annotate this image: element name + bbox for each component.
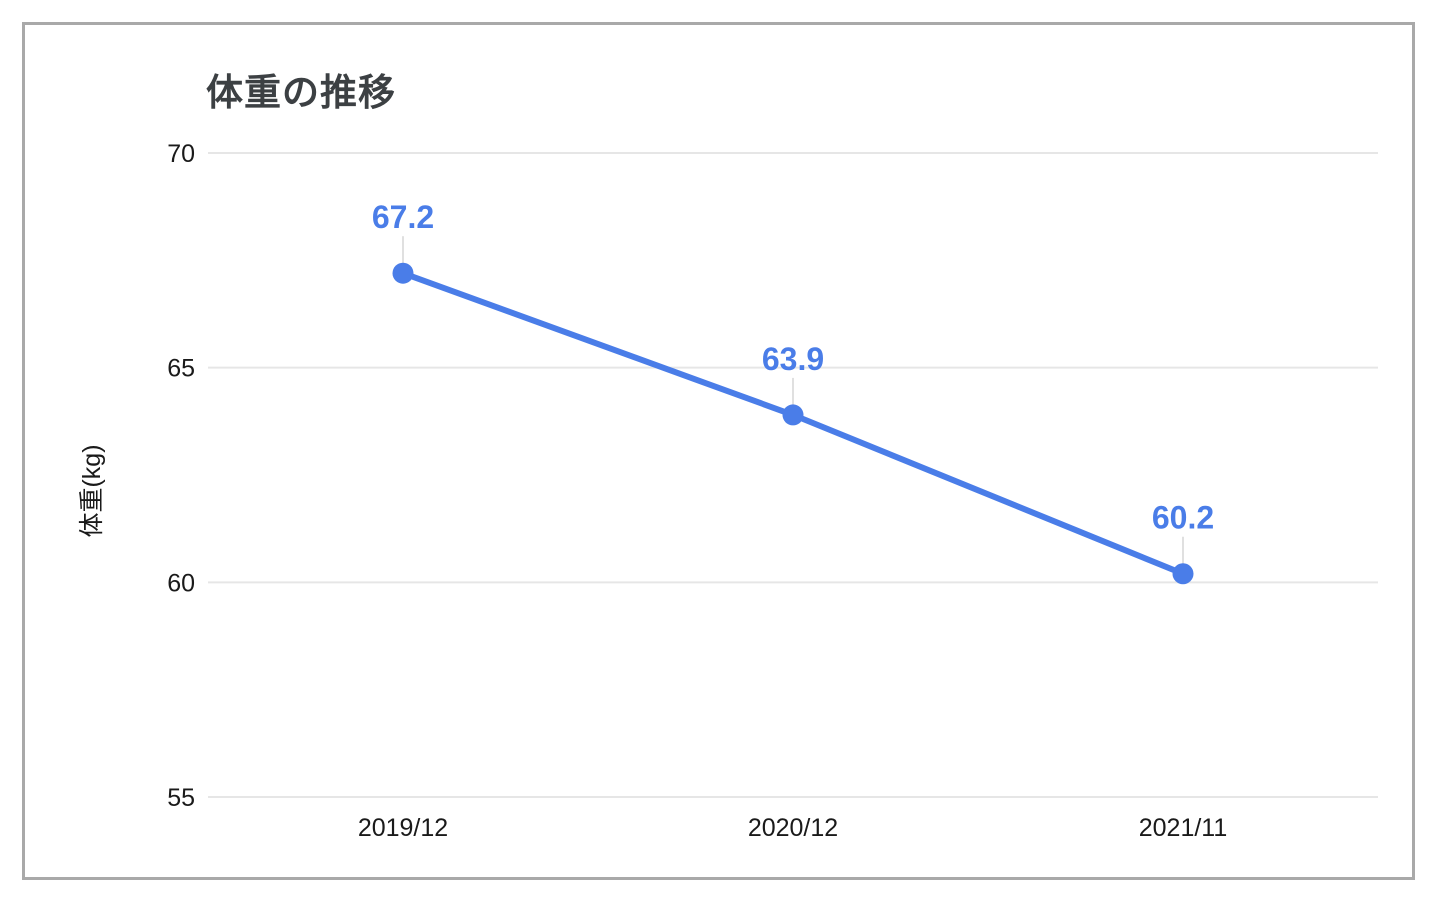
y-tick-label: 60 <box>167 569 195 597</box>
data-label: 60.2 <box>1152 500 1214 536</box>
data-point[interactable] <box>1172 563 1194 585</box>
x-tick-label: 2021/11 <box>1139 814 1228 842</box>
line-chart: 70 65 60 55 2019/12 2020/12 2021/11 67.2 63.9 60.… <box>167 140 1378 842</box>
y-tick-label: 70 <box>167 140 195 168</box>
y-tick-label: 55 <box>167 784 195 812</box>
data-point[interactable] <box>392 262 414 284</box>
data-label: 67.2 <box>372 199 434 235</box>
chart-frame: 体重の推移 体重(kg) 70 65 60 55 2019/12 2020/12 2021/… <box>22 22 1415 880</box>
x-tick-label: 2019/12 <box>358 814 448 842</box>
data-point[interactable] <box>782 404 804 426</box>
x-tick-label: 2020/12 <box>748 814 838 842</box>
chart-title: 体重の推移 <box>206 72 396 113</box>
data-label: 63.9 <box>762 341 824 377</box>
y-tick-label: 65 <box>167 355 195 383</box>
